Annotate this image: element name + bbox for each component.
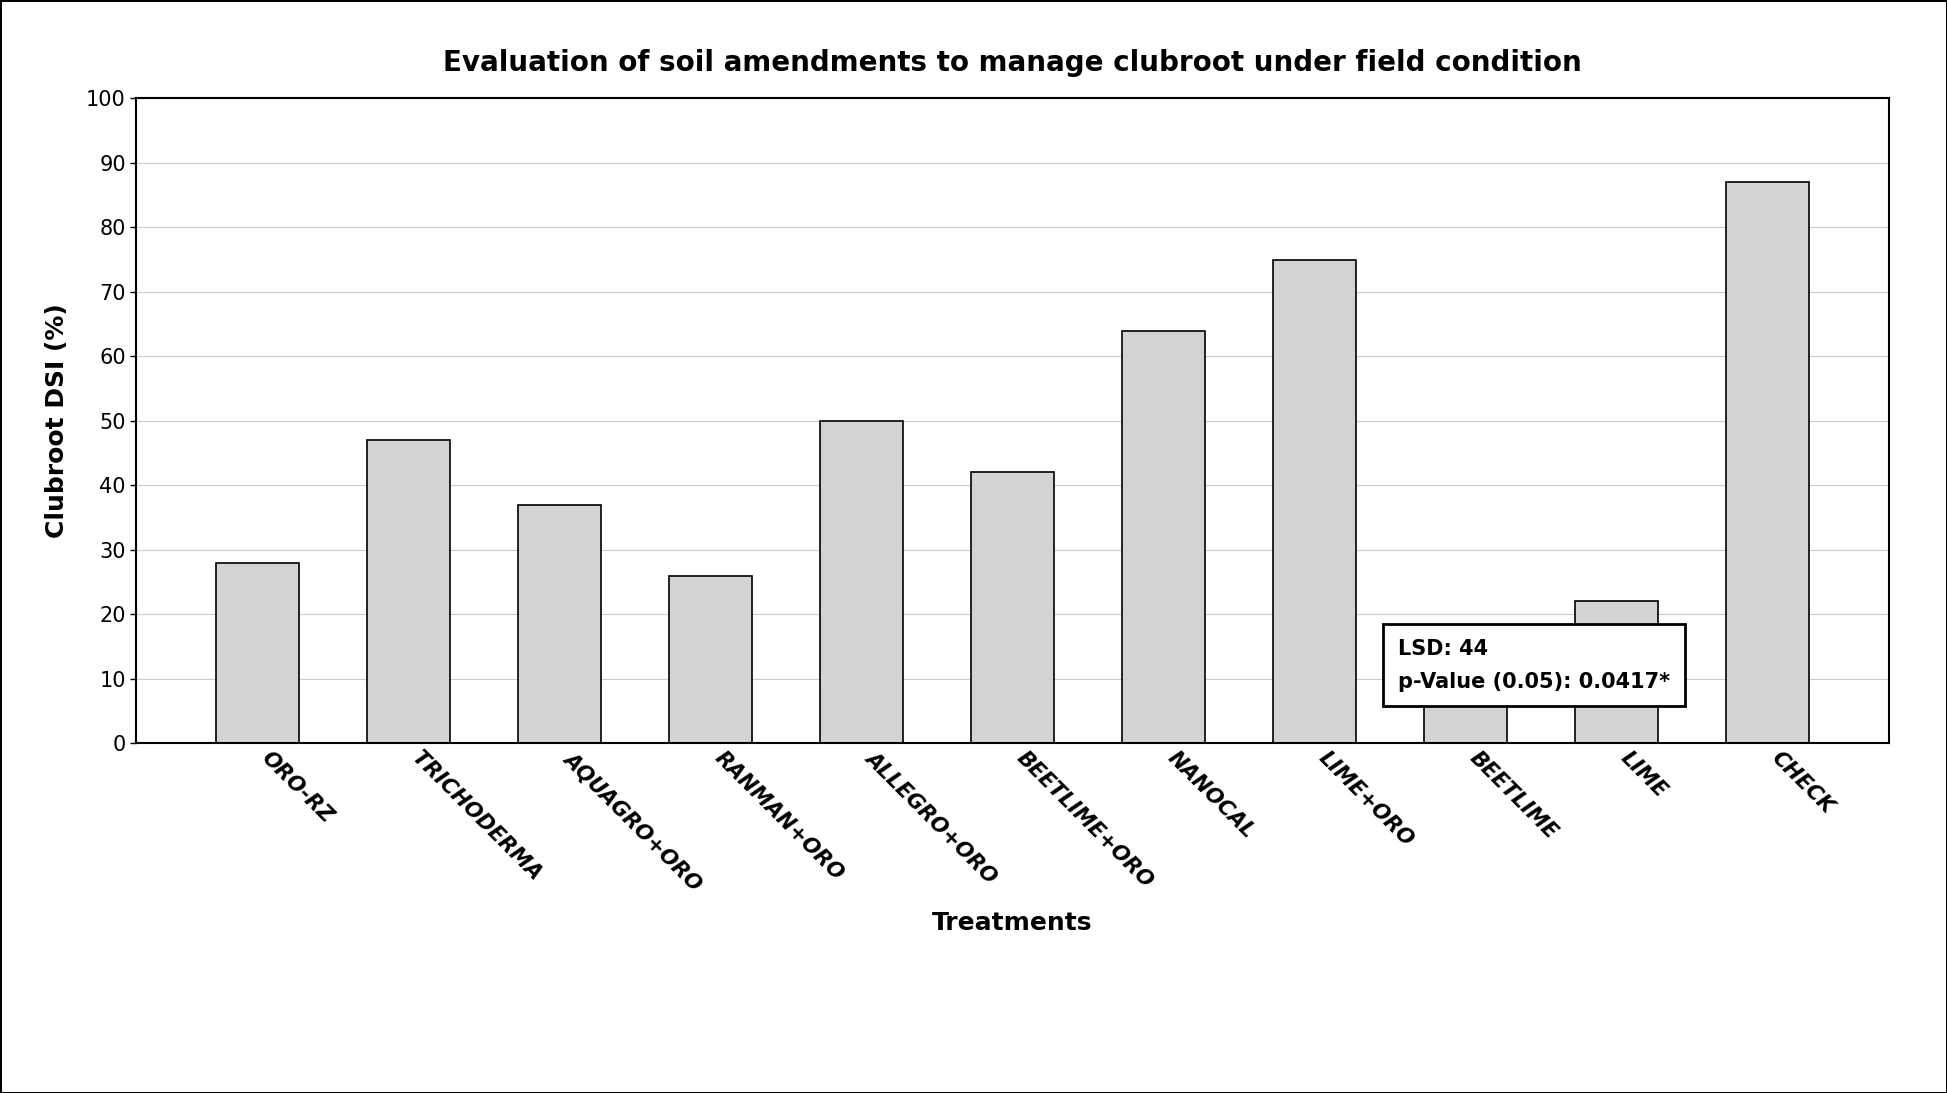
Text: LSD: 44
p-Value (0.05): 0.0417*: LSD: 44 p-Value (0.05): 0.0417* [1398,638,1671,692]
Bar [972,472,1053,743]
Bar [670,576,752,743]
Bar [1121,330,1205,743]
Bar [1273,259,1355,743]
Title: Evaluation of soil amendments to manage clubroot under field condition: Evaluation of soil amendments to manage … [444,48,1581,77]
Bar [1423,653,1507,743]
Bar [1575,601,1659,743]
Bar [518,505,602,743]
Bar [820,421,903,743]
X-axis label: Treatments: Treatments [933,910,1092,935]
Bar [216,563,300,743]
Bar [366,440,450,743]
Bar [1725,183,1809,743]
Y-axis label: Clubroot DSI (%): Clubroot DSI (%) [45,304,70,538]
